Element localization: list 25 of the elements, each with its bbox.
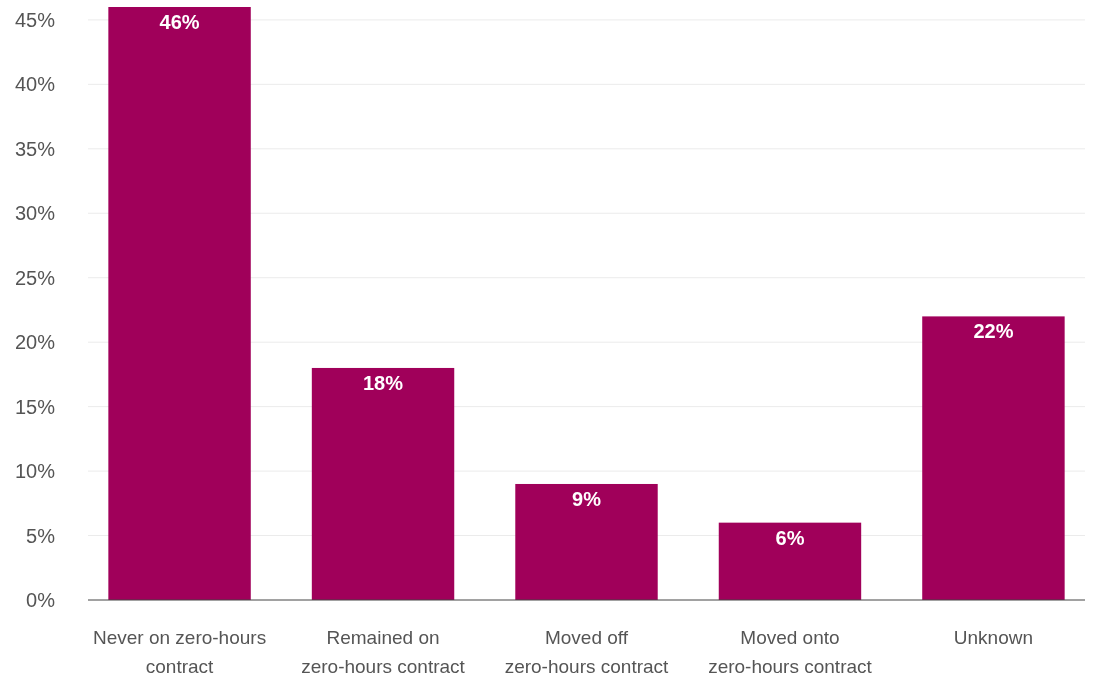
y-tick-label: 10% — [14, 460, 56, 483]
data-label: 46% — [159, 11, 200, 33]
y-tick-label: 30% — [14, 202, 56, 225]
x-tick-label: Moved onto zero-hours contract — [708, 627, 873, 676]
y-tick-label: 35% — [14, 137, 56, 160]
bar — [515, 483, 658, 600]
data-label: 22% — [973, 320, 1014, 343]
bar — [718, 522, 862, 600]
x-tick-label: Moved off zero-hours contract — [504, 627, 670, 676]
y-tick-label: 40% — [14, 73, 56, 96]
bar — [108, 7, 251, 600]
y-tick-label: 5% — [26, 524, 56, 547]
data-label: 6% — [775, 526, 805, 549]
data-label: 18% — [363, 371, 404, 394]
y-tick-label: 25% — [14, 266, 56, 289]
y-tick-label: 15% — [14, 395, 56, 418]
bar — [922, 316, 1065, 600]
x-tick-label: Remained on zero-hours contract — [301, 627, 466, 676]
x-tick-label: Unknown — [953, 627, 1034, 648]
bar — [311, 367, 455, 600]
y-tick-label: 0% — [26, 589, 56, 611]
x-tick-label: Never on zero-hours contract — [92, 627, 267, 676]
y-tick-label: 45% — [14, 8, 56, 31]
y-tick-label: 20% — [14, 331, 56, 354]
data-label: 9% — [572, 487, 602, 510]
